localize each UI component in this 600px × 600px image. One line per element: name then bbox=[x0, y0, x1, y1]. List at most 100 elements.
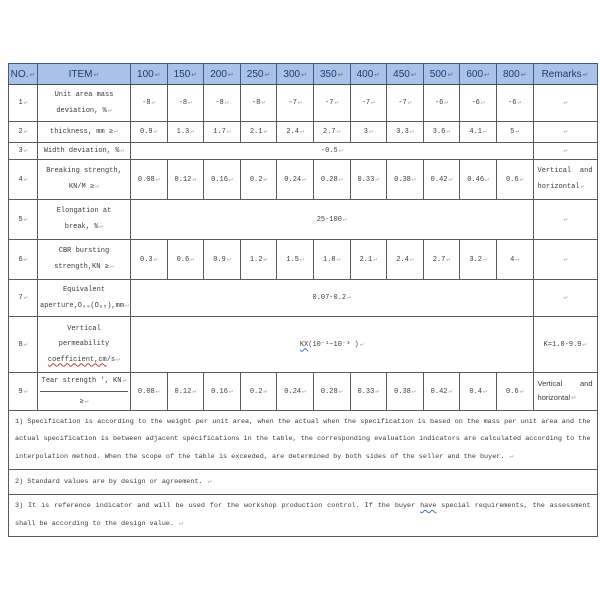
row-1-remark: ↵ bbox=[532, 84, 598, 122]
cell-value: 3.6 bbox=[432, 128, 446, 136]
text-segment: KX bbox=[299, 340, 309, 349]
cell-value: 0.6 bbox=[505, 387, 519, 396]
cell-value: 2.1 bbox=[249, 128, 263, 136]
col-header-250: 250↵ bbox=[239, 63, 278, 85]
note-row-3: 3) It is reference indicator and will be… bbox=[8, 494, 598, 537]
col-header-label: 450 bbox=[393, 68, 410, 80]
note-row-2: 2) Standard values are by design or agre… bbox=[8, 469, 598, 495]
cell-value: 1.8 bbox=[323, 255, 336, 264]
paragraph-mark-icon: ↵ bbox=[99, 223, 104, 230]
cell-value: 1.7 bbox=[213, 128, 226, 136]
cell-row2-col100: 0.9↵ bbox=[130, 121, 168, 143]
paragraph-mark-icon: ↵ bbox=[192, 175, 197, 183]
cell-value: -6 bbox=[471, 99, 480, 107]
paragraph-mark-icon: ↵ bbox=[338, 147, 343, 154]
paragraph-mark-icon: ↵ bbox=[563, 294, 568, 301]
cell-value: 5 bbox=[510, 128, 515, 136]
cell-row6-col450: 2.4↵ bbox=[386, 239, 424, 280]
paragraph-mark-icon: ↵ bbox=[482, 255, 487, 263]
cell-row2-col600: 4.1↵ bbox=[459, 121, 497, 143]
cell-row6-col200: 0.9↵ bbox=[203, 239, 241, 280]
cell-row9-col500: 0.42↵ bbox=[422, 372, 461, 411]
cell-value: 3.3 bbox=[396, 128, 409, 136]
paragraph-mark-icon: ↵ bbox=[302, 387, 307, 395]
col-header-350: 350↵ bbox=[312, 63, 351, 85]
remark-text: Vertical and horizontal bbox=[537, 379, 593, 402]
cell-row6-col100: 0.3↵ bbox=[130, 239, 168, 280]
paragraph-mark-icon: ↵ bbox=[374, 71, 381, 79]
cell-row9-col200: 0.16↵ bbox=[203, 372, 241, 411]
cell-value: 0.46 bbox=[467, 175, 485, 184]
cell-row6-col150: 0.6↵ bbox=[166, 239, 205, 280]
cell-row4-col250: 0.2↵ bbox=[239, 159, 278, 200]
row-2-number: 2↵ bbox=[8, 121, 38, 143]
paragraph-mark-icon: ↵ bbox=[446, 128, 451, 135]
item-text: Elongation at bbox=[56, 207, 112, 215]
paragraph-mark-icon: ↵ bbox=[485, 175, 489, 183]
cell-value: 1.5 bbox=[286, 255, 300, 264]
cell-value: -7 bbox=[361, 99, 371, 107]
paragraph-mark-icon: ↵ bbox=[23, 147, 28, 154]
col-header-label: ITEM bbox=[68, 68, 93, 80]
paragraph-mark-icon: ↵ bbox=[446, 255, 451, 263]
row-5-number: 5↵ bbox=[8, 199, 38, 240]
paragraph-mark-icon: ↵ bbox=[154, 71, 161, 79]
paragraph-mark-icon: ↵ bbox=[482, 128, 487, 135]
table-row-8: 8↵ Vertical permeability coefficient,cm/s↵ K… bbox=[8, 316, 598, 373]
cell-value: 0.42 bbox=[430, 387, 448, 396]
row-8-merged-value: KX(10⁻¹~10⁻³ )↵ bbox=[130, 316, 534, 373]
row-3-merged-value: -0.5↵ bbox=[130, 142, 534, 160]
paragraph-mark-icon: ↵ bbox=[371, 99, 376, 106]
paragraph-mark-icon: ↵ bbox=[23, 128, 28, 135]
row-3-item: Width deviation, %↵ bbox=[37, 142, 131, 160]
col-header-label: 350 bbox=[319, 68, 337, 80]
cell-value: 0.6 bbox=[176, 255, 190, 264]
cell-value: -7 bbox=[398, 99, 407, 107]
item-text: CBR bursting bbox=[58, 247, 110, 255]
cell-row9-col150: 0.12↵ bbox=[166, 372, 205, 411]
col-header-500: 500↵ bbox=[422, 63, 461, 85]
cell-value: 0.6 bbox=[505, 175, 519, 184]
cell-row2-col500: 3.6↵ bbox=[422, 121, 461, 143]
cell-row6-col300: 1.5↵ bbox=[276, 239, 314, 280]
item-line: permeability bbox=[40, 337, 128, 352]
paragraph-mark-icon: ↵ bbox=[482, 387, 487, 395]
paragraph-mark-icon: ↵ bbox=[188, 99, 193, 106]
paragraph-mark-icon: ↵ bbox=[93, 71, 100, 79]
item-line: Breaking strength, bbox=[40, 164, 128, 179]
cell-row9-col100: 0.08↵ bbox=[130, 372, 168, 411]
item-line: aperture,O₉₀(O₉₅),mm↵ bbox=[40, 298, 129, 314]
paragraph-mark-icon: ↵ bbox=[153, 128, 158, 135]
row-8-item: Vertical permeability coefficient,cm/s↵ bbox=[37, 316, 131, 373]
text-segment: (10⁻¹~10⁻³ ) bbox=[308, 340, 359, 349]
cell-row9-col450: 0.38↵ bbox=[386, 372, 424, 411]
row-9-number: 9↵ bbox=[8, 372, 38, 411]
paragraph-mark-icon: ↵ bbox=[582, 71, 589, 79]
paragraph-mark-icon: ↵ bbox=[582, 340, 587, 348]
cell-row1-col800: -6↵ bbox=[495, 84, 534, 122]
paragraph-mark-icon: ↵ bbox=[563, 255, 568, 263]
table-row-2: 2↵ thickness, mm ≥↵ 0.9↵ 1.3↵ 1.7↵ 2.1↵ 2.4↵ 2.… bbox=[8, 121, 598, 143]
cell-value: 2.1 bbox=[359, 255, 373, 264]
col-header-label: 300 bbox=[283, 68, 301, 80]
row-number: 6 bbox=[18, 255, 23, 264]
paragraph-mark-icon: ↵ bbox=[375, 387, 380, 395]
paragraph-mark-icon: ↵ bbox=[334, 99, 339, 106]
cell-value: 2.7 bbox=[323, 128, 336, 136]
paragraph-mark-icon: ↵ bbox=[342, 215, 347, 223]
cell-value: 0.2 bbox=[249, 175, 263, 184]
cell-row2-col400: 3↵ bbox=[349, 121, 388, 143]
cell-row4-col400: 0.33↵ bbox=[349, 159, 388, 200]
remark-text: Vertical and horizontal bbox=[537, 167, 593, 191]
cell-value: 1.3 bbox=[176, 128, 190, 136]
paragraph-mark-icon: ↵ bbox=[444, 99, 449, 106]
cell-value: 3.2 bbox=[469, 255, 482, 264]
cell-row6-col500: 2.7↵ bbox=[422, 239, 461, 280]
cell-row1-col150: -8↵ bbox=[166, 84, 205, 122]
cell-value: 0.12 bbox=[174, 175, 192, 184]
table-body: 1↵ Unit area mass deviation, %↵ -8↵ -8↵ -8↵ -8… bbox=[8, 84, 598, 537]
text-segment: 1) Specification is according to the wei… bbox=[15, 418, 591, 461]
row-5-item: Elongation at break, %↵ bbox=[37, 199, 131, 240]
paragraph-mark-icon: ↵ bbox=[228, 175, 233, 183]
row-5-merged-value: 25-100↵ bbox=[130, 199, 534, 240]
